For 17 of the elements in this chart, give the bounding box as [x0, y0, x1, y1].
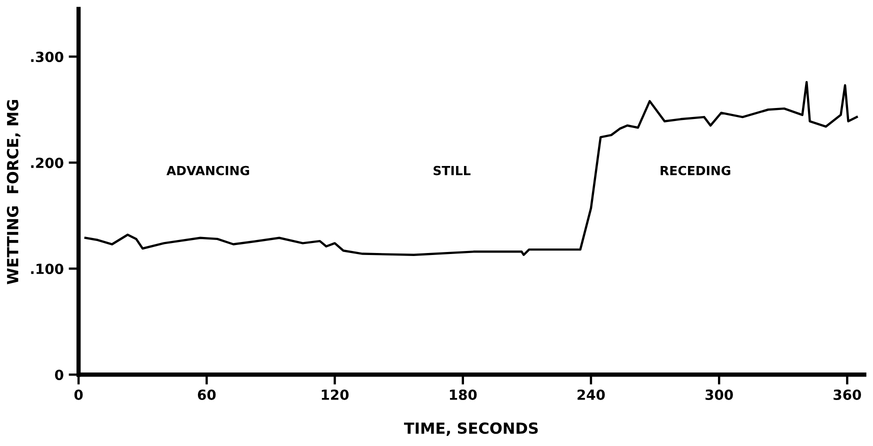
line-series [84, 80, 858, 256]
annotation: RECEDING [660, 166, 730, 176]
x-tick-label: 240 [578, 389, 605, 400]
annotation: ADVANCING [166, 166, 250, 176]
x-tick-label: 300 [706, 389, 733, 400]
y-tick-label: .300 [31, 52, 64, 62]
y-tick-label: .200 [31, 158, 64, 168]
x-tick-label: 360 [834, 389, 862, 400]
x-axis-title: TIME, SECONDS [404, 422, 538, 436]
x-tick-label: 60 [198, 389, 216, 400]
x-tick-label: 120 [322, 389, 349, 400]
x-tick-label: 0 [74, 389, 83, 400]
y-axis-title: WETTING FORCE, MG [6, 100, 20, 284]
y-tick-label: 0 [54, 370, 64, 380]
x-tick-label: 180 [450, 389, 477, 400]
annotation: STILL [434, 166, 470, 176]
y-tick-label: .100 [31, 264, 64, 274]
